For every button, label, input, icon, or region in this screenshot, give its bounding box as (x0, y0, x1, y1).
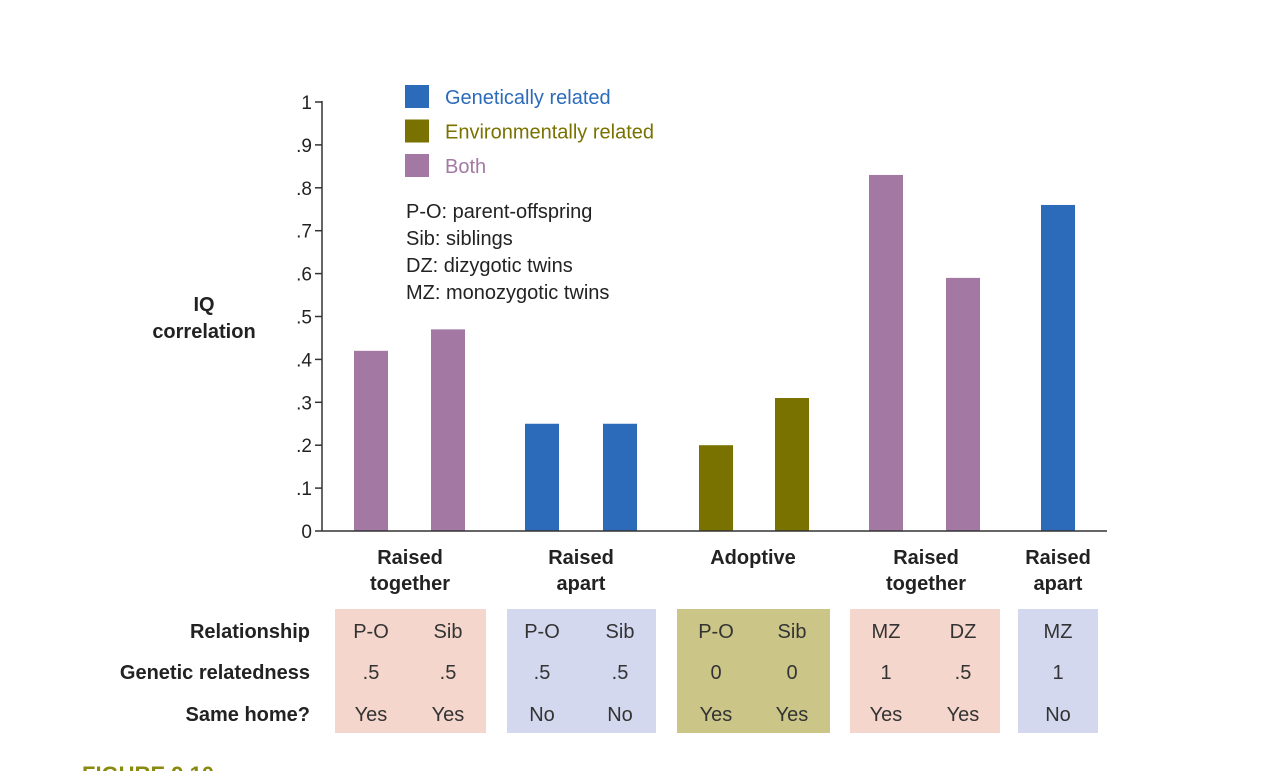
relationship-cell: DZ (950, 621, 977, 643)
table-group-background (850, 609, 1000, 733)
genetic-relatedness-cell: 1 (880, 662, 891, 684)
relationship-cell: Sib (606, 621, 635, 643)
x-group-label: together (886, 573, 966, 595)
legend: Genetically related Environmentally relat… (405, 85, 654, 178)
abbreviation-line: DZ: dizygotic twins (406, 255, 573, 277)
y-axis: 0 .1 .2 .3 .4 .5 .6 .7 .8 .9 1 (296, 93, 323, 543)
y-tick-label: 0 (301, 522, 312, 543)
x-group-label: Raised (377, 547, 443, 569)
abbreviation-key: P-O: parent-offspring Sib: siblings DZ: di… (406, 201, 609, 304)
y-tick-label: .6 (296, 265, 312, 286)
table-row-label: Genetic relatedness (120, 662, 310, 684)
y-tick-label: .2 (296, 436, 312, 457)
same-home-cell: Yes (700, 704, 733, 726)
same-home-cell: No (1045, 704, 1071, 726)
table-group-background (677, 609, 830, 733)
abbreviation-line: P-O: parent-offspring (406, 201, 592, 223)
legend-swatch (405, 85, 429, 108)
same-home-cell: No (607, 704, 633, 726)
y-axis-label: IQ correlation (152, 294, 255, 343)
same-home-cell: Yes (432, 704, 465, 726)
genetic-relatedness-cell: 1 (1052, 662, 1063, 684)
genetic-relatedness-cell: .5 (534, 662, 551, 684)
bar (525, 423, 559, 531)
x-group-label: Adoptive (710, 547, 796, 569)
table-row-label: Relationship (190, 621, 310, 643)
legend-label: Both (445, 156, 486, 178)
x-group-label: Raised (1025, 547, 1091, 569)
same-home-cell: Yes (947, 704, 980, 726)
y-tick-label: 1 (301, 93, 312, 114)
relationship-cell: Sib (434, 621, 463, 643)
same-home-cell: Yes (355, 704, 388, 726)
relationship-cell: P-O (353, 621, 389, 643)
y-tick-label: .1 (296, 479, 312, 500)
legend-swatch (405, 119, 429, 143)
relationship-cell: MZ (1044, 621, 1073, 643)
table-row-label: Same home? (186, 704, 310, 726)
same-home-cell: No (529, 704, 555, 726)
abbreviation-line: MZ: monozygotic twins (406, 282, 609, 304)
bar (1041, 204, 1075, 531)
genetic-relatedness-cell: .5 (612, 662, 629, 684)
y-tick-label: .7 (296, 222, 312, 243)
bar (946, 277, 980, 531)
bars (354, 174, 1075, 531)
genetic-relatedness-cell: 0 (710, 662, 721, 684)
y-tick-label: .8 (296, 179, 312, 200)
table-group-background (335, 609, 486, 733)
x-group-label: together (370, 573, 450, 595)
relationship-cell: MZ (872, 621, 901, 643)
y-axis-label-line: correlation (152, 321, 255, 343)
relationship-cell: P-O (524, 621, 560, 643)
x-group-label: Raised (548, 547, 614, 569)
group-labels: Raised together Raised apart Adoptive Raised t… (370, 547, 1091, 595)
y-axis-label-line: IQ (193, 294, 214, 316)
bar (869, 174, 903, 531)
genetic-relatedness-cell: .5 (363, 662, 380, 684)
relationship-cell: Sib (778, 621, 807, 643)
figure-caption: FIGURE 9.10 (82, 762, 214, 771)
bar (603, 423, 637, 531)
info-table: P-O .5 Yes Sib .5 Yes P-O .5 No Sib .5 No P-O 0 Yes Sib… (120, 621, 1073, 726)
table-group-background (507, 609, 656, 733)
table-group-background (1018, 609, 1098, 733)
same-home-cell: Yes (776, 704, 809, 726)
x-group-label: Raised (893, 547, 959, 569)
genetic-relatedness-cell: 0 (786, 662, 797, 684)
bar (354, 350, 388, 531)
legend-label: Genetically related (445, 87, 611, 109)
genetic-relatedness-cell: .5 (440, 662, 457, 684)
x-group-label: apart (1034, 573, 1083, 595)
bar (431, 329, 465, 531)
y-tick-label: .5 (296, 308, 312, 329)
info-table-backgrounds (335, 609, 1098, 733)
y-tick-label: .4 (296, 350, 312, 371)
bar (775, 398, 809, 531)
figure-caption-area: FIGURE 9.10 (82, 762, 214, 771)
abbreviation-line: Sib: siblings (406, 228, 513, 250)
bar (699, 445, 733, 531)
x-group-label: apart (557, 573, 606, 595)
relationship-cell: P-O (698, 621, 734, 643)
same-home-cell: Yes (870, 704, 903, 726)
genetic-relatedness-cell: .5 (955, 662, 972, 684)
y-tick-label: .9 (296, 136, 312, 157)
legend-label: Environmentally related (445, 122, 654, 144)
legend-swatch (405, 154, 429, 177)
y-tick-label: .3 (296, 393, 312, 414)
